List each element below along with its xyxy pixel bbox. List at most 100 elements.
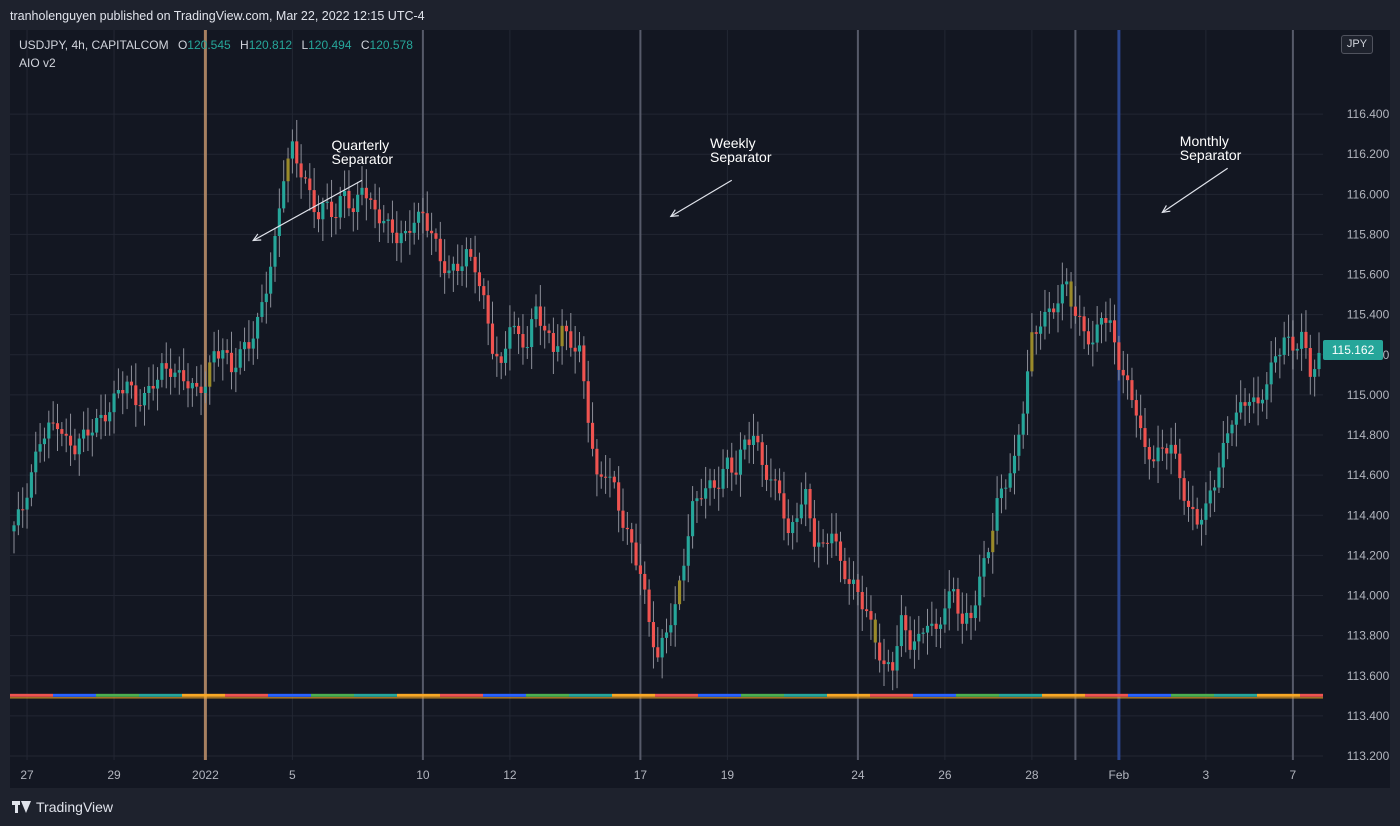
candle-body <box>438 238 442 262</box>
y-tick-label: 116.000 <box>1347 187 1390 201</box>
candle-body <box>238 349 242 368</box>
candle-body <box>630 529 634 543</box>
candle-body <box>434 233 438 239</box>
candle-body <box>134 385 138 406</box>
candle-body <box>116 390 120 394</box>
candle-body <box>856 579 860 593</box>
brand-name: TradingView <box>36 799 114 815</box>
candle-body <box>351 208 355 213</box>
candle-body <box>186 381 190 389</box>
candle-body <box>395 232 399 244</box>
currency-badge[interactable]: JPY <box>1341 35 1373 54</box>
candle-body <box>103 414 107 422</box>
candle-body <box>164 363 168 369</box>
annotation-text: Separator <box>332 151 394 167</box>
y-tick-label: 113.200 <box>1347 749 1390 763</box>
candle-body <box>247 342 251 349</box>
candle-body <box>1273 356 1278 363</box>
candle-body <box>530 319 534 348</box>
candle-body <box>499 356 503 363</box>
candle-body <box>934 623 938 629</box>
candle-body <box>521 334 525 348</box>
y-tick-label: 113.400 <box>1347 709 1390 723</box>
candle-body <box>1091 342 1095 345</box>
candle-body <box>604 476 608 478</box>
candle-body <box>1086 331 1091 345</box>
candle-body <box>704 488 708 499</box>
candle-body <box>269 266 273 294</box>
candle-body <box>195 382 199 387</box>
candle-body <box>1199 519 1204 525</box>
price-axis-background <box>1323 30 1390 760</box>
candle-body <box>286 158 290 182</box>
candle-body <box>743 439 747 450</box>
candle-body <box>634 542 638 566</box>
level-line-segment <box>1257 693 1300 697</box>
close-value: 120.578 <box>369 38 413 52</box>
candle-body <box>212 351 216 363</box>
candle-body <box>242 342 247 350</box>
candle-body <box>534 306 538 320</box>
y-tick-label: 113.600 <box>1347 669 1390 683</box>
candle-body <box>1104 318 1108 323</box>
candle-body <box>699 498 703 500</box>
candle-body <box>82 429 86 439</box>
x-tick-label: 29 <box>107 768 121 782</box>
open-value: 120.545 <box>187 38 231 52</box>
candle-body <box>556 346 560 352</box>
symbol-label[interactable]: USDJPY, 4h, CAPITALCOM <box>19 38 169 52</box>
candle-body <box>38 444 42 452</box>
candle-body <box>321 202 325 220</box>
candle-body <box>1313 369 1317 377</box>
candle-body <box>717 487 721 489</box>
indicator-label[interactable]: AIO v2 <box>19 56 56 70</box>
candle-body <box>978 576 982 606</box>
candle-body <box>1034 332 1038 334</box>
candle-body <box>47 422 51 439</box>
candle-body <box>682 565 686 581</box>
candle-body <box>695 498 699 502</box>
candle-body <box>277 208 281 236</box>
candle-body <box>764 464 769 480</box>
candle-body <box>1182 478 1186 501</box>
level-line-segment <box>698 693 741 697</box>
candle-body <box>1169 444 1173 454</box>
candle-body <box>847 579 851 584</box>
annotation-arrowhead <box>252 233 262 242</box>
y-tick-label: 113.800 <box>1347 629 1390 643</box>
candle-body <box>1204 503 1208 520</box>
candle-body <box>108 412 112 422</box>
candle-body <box>686 536 690 566</box>
level-line-segment <box>870 693 913 697</box>
candle-body <box>295 141 299 164</box>
candle-body <box>1017 434 1021 456</box>
candle-body <box>525 347 529 349</box>
candle-body <box>908 630 912 650</box>
candle-body <box>747 439 751 445</box>
candle-body <box>1213 487 1217 491</box>
x-tick-label: 2022 <box>192 768 219 782</box>
candle-body <box>577 345 582 352</box>
candle-body <box>782 493 786 519</box>
tradingview-logo[interactable]: TradingView <box>12 799 113 815</box>
candle-body <box>403 230 408 234</box>
candle-body <box>1178 453 1182 479</box>
chart-area[interactable]: Quarterly Separator Weekly Separator Monthly… <box>10 30 1390 788</box>
candle-body <box>664 632 669 638</box>
candle-body <box>1256 397 1260 404</box>
candle-body <box>1286 336 1291 338</box>
candle-body <box>1065 281 1069 285</box>
candle-body <box>469 249 473 257</box>
x-tick-label: 24 <box>851 768 865 782</box>
level-line-segment <box>526 693 569 697</box>
candle-body <box>160 363 164 380</box>
y-tick-label: 114.800 <box>1347 428 1390 442</box>
candle-body <box>647 589 651 623</box>
candle-body <box>1021 413 1025 435</box>
candle-body <box>21 509 25 511</box>
candle-body <box>408 230 412 233</box>
candlestick-chart[interactable]: QuarterlySeparatorWeeklySeparatorMonthly… <box>10 30 1390 788</box>
candle-body <box>64 433 68 436</box>
candle-body <box>608 476 612 478</box>
y-tick-label: 115.400 <box>1347 308 1390 322</box>
